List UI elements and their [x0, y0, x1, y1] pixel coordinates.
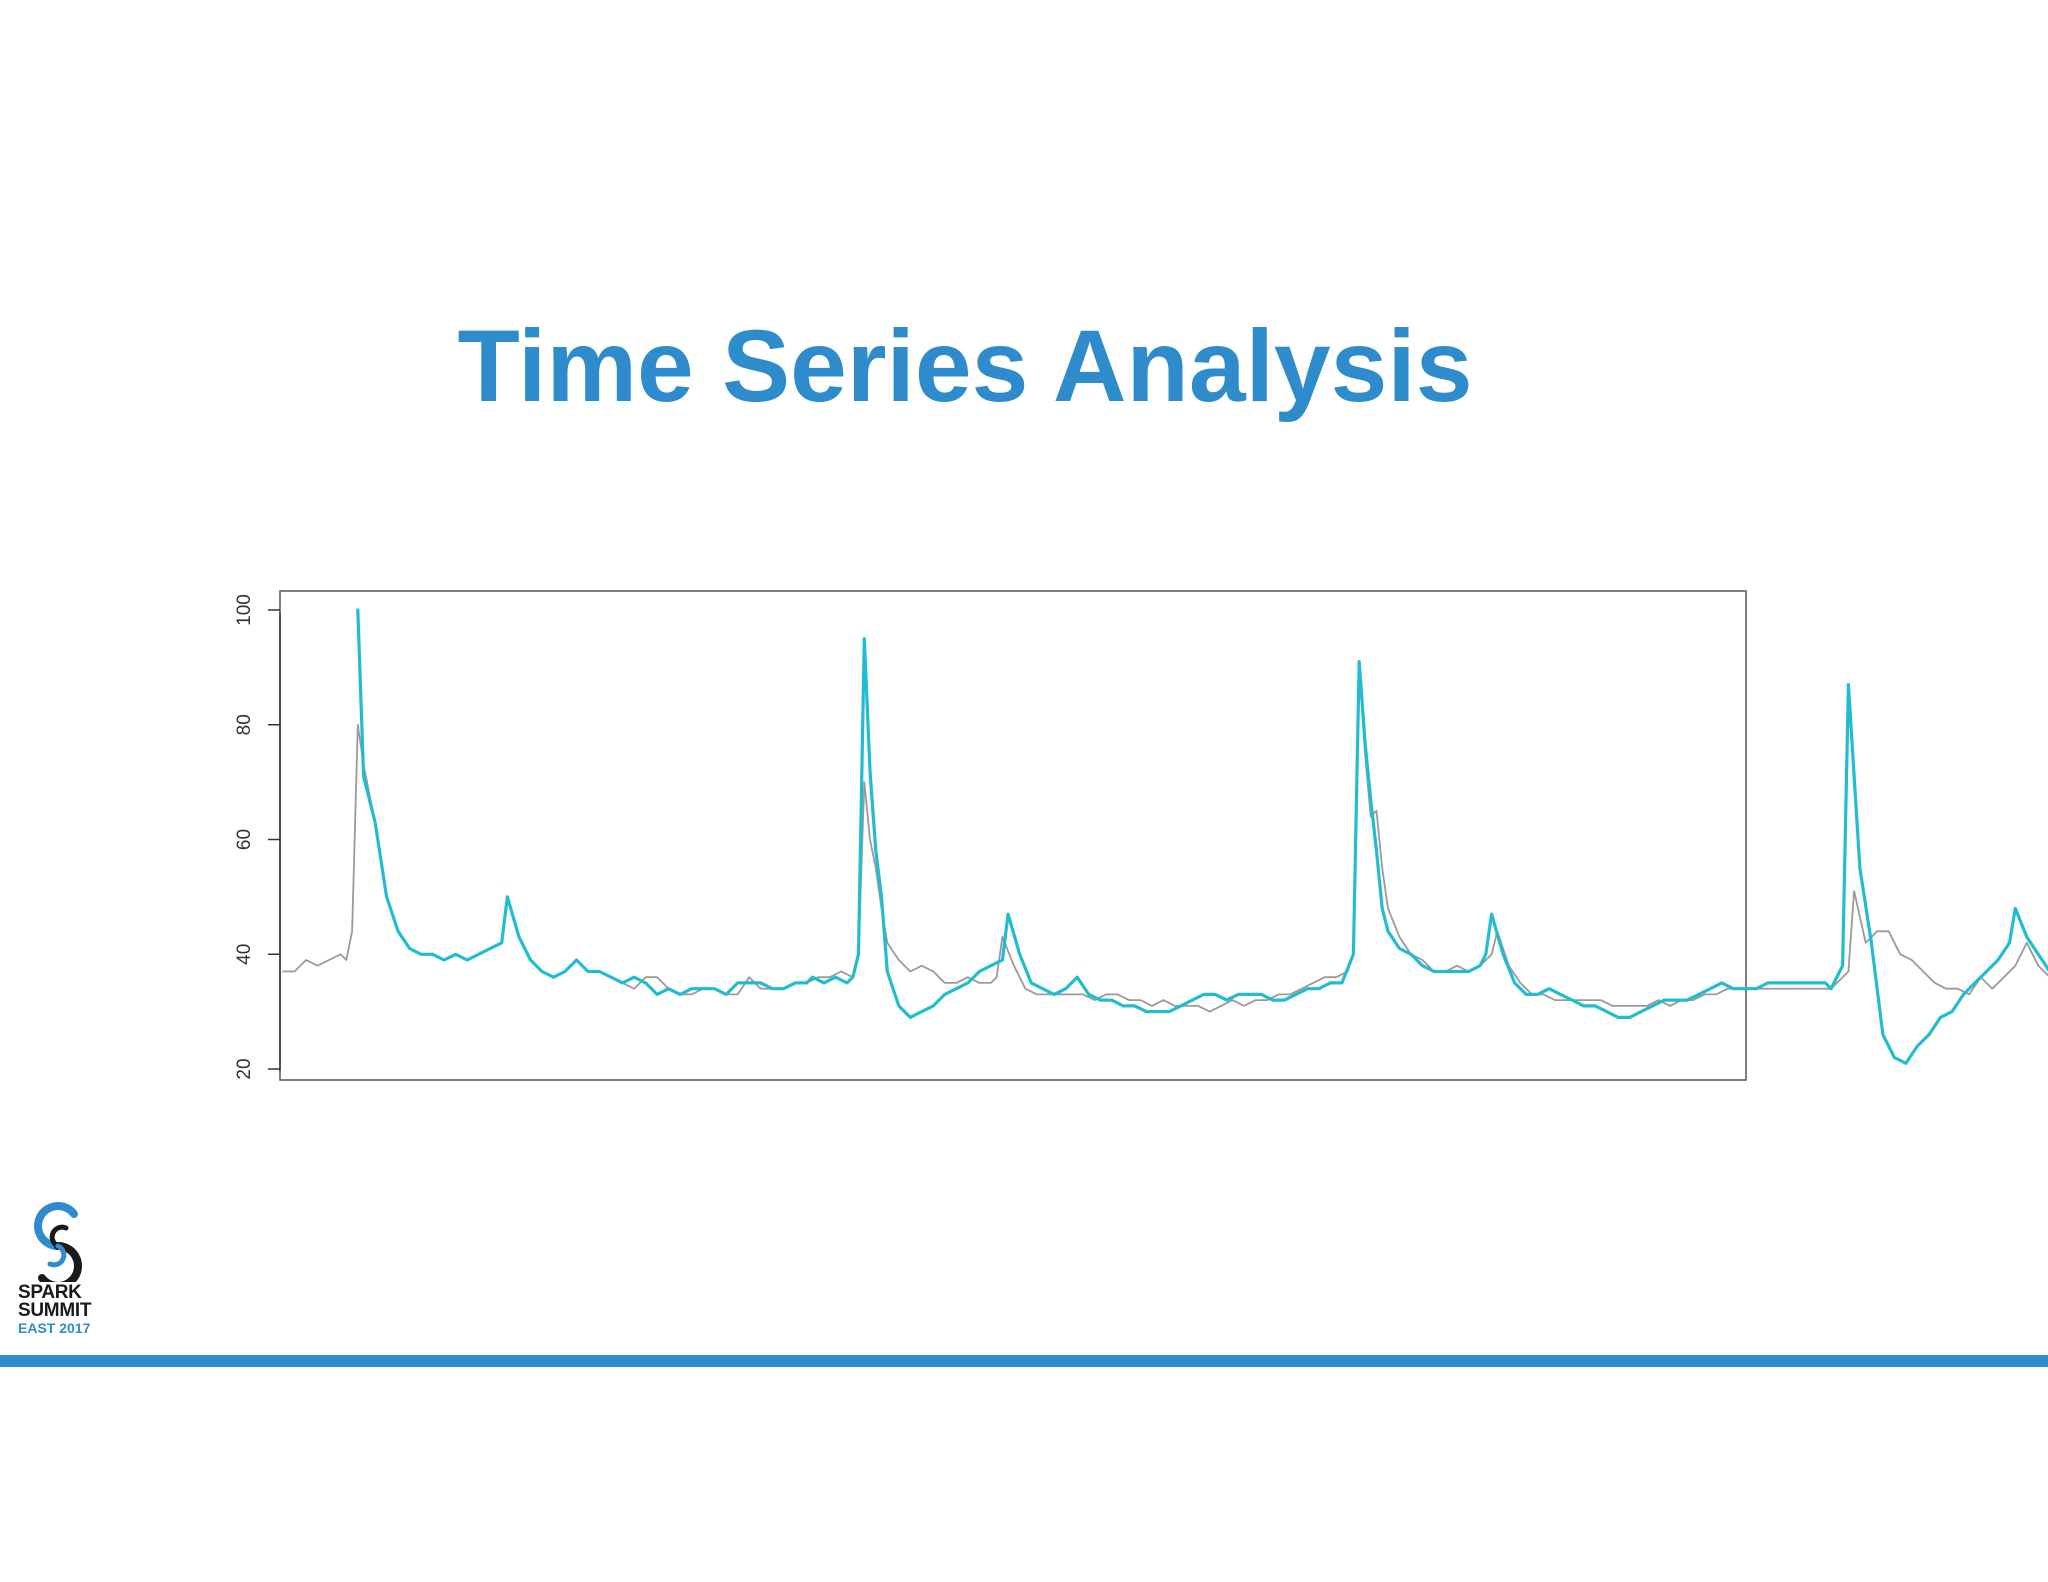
series-line-teal — [356, 608, 2048, 1065]
y-tick-label: 20 — [234, 1058, 255, 1079]
y-tick-label: 80 — [234, 714, 255, 735]
plot-frame — [279, 590, 1747, 1081]
y-tick-label: 100 — [234, 594, 255, 626]
series-line-gray — [282, 666, 2048, 1013]
bottom-accent-bar — [0, 1355, 2048, 1367]
spark-summit-s-icon — [34, 1202, 82, 1290]
slide-title: Time Series Analysis — [457, 309, 1473, 423]
logo-text-event: EAST 2017 — [18, 1320, 91, 1336]
spark-summit-logo: SPARK SUMMIT EAST 2017 — [14, 1202, 124, 1342]
y-tick-label: 40 — [234, 944, 255, 965]
series-group — [282, 608, 2048, 1065]
y-axis-ticks: 20 40 60 80 100 — [234, 594, 280, 1080]
logo-text-summit: SUMMIT — [18, 1300, 92, 1321]
logo-text-spark: SPARK — [18, 1282, 82, 1303]
y-tick-label: 60 — [234, 829, 255, 850]
